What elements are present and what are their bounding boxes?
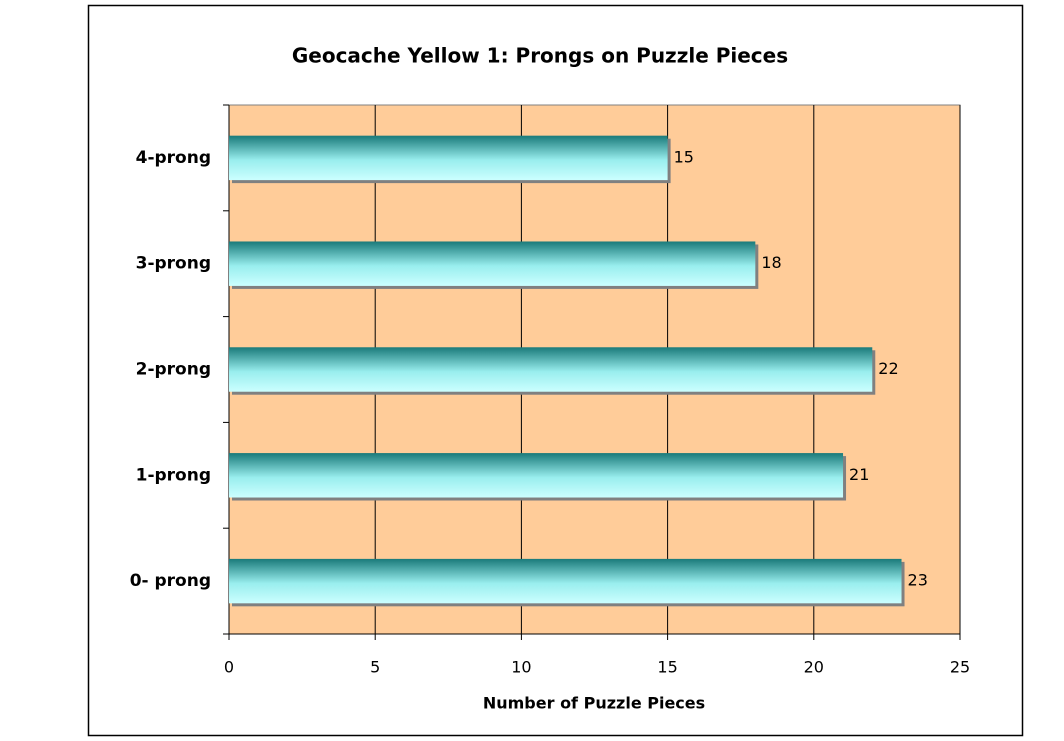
- chart-title: Geocache Yellow 1: Prongs on Puzzle Piec…: [292, 44, 788, 68]
- y-tick-label: 0- prong: [130, 571, 211, 591]
- data-label: 18: [761, 253, 781, 272]
- data-label: 15: [674, 147, 694, 166]
- data-label: 22: [878, 359, 898, 378]
- y-tick-label: 4-prong: [136, 148, 211, 168]
- x-tick-label: 15: [657, 658, 677, 677]
- x-tick-label: 5: [370, 658, 380, 677]
- y-tick-label: 3-prong: [136, 254, 211, 274]
- y-tick-label: 2-prong: [136, 360, 211, 380]
- x-axis-label: Number of Puzzle Pieces: [483, 694, 705, 713]
- data-label: 21: [849, 465, 869, 484]
- x-tick-label: 25: [950, 658, 970, 677]
- x-tick-label: 10: [511, 658, 531, 677]
- bar: [229, 347, 873, 392]
- x-tick-label: 0: [224, 658, 234, 677]
- x-tick-label: 20: [804, 658, 824, 677]
- bar: [229, 241, 756, 286]
- bar: [229, 453, 844, 498]
- bar: [229, 558, 902, 604]
- data-label: 23: [908, 571, 928, 590]
- y-tick-label: 1-prong: [136, 465, 211, 485]
- bar: [229, 135, 668, 181]
